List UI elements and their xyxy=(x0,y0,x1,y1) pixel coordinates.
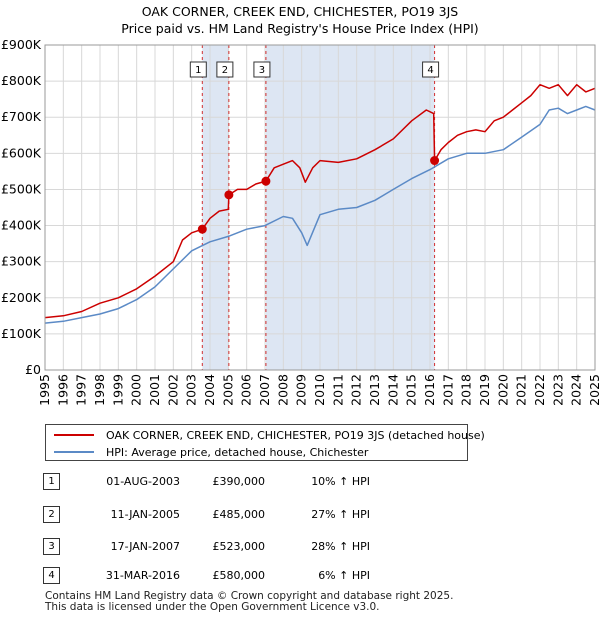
y-tick-label: £500K xyxy=(1,181,42,196)
x-tick-label: 2005 xyxy=(220,374,235,406)
chart-legend: OAK CORNER, CREEK END, CHICHESTER, PO19 … xyxy=(45,424,485,461)
sale-marker-label: 2 xyxy=(222,65,228,76)
x-tick-label: 1998 xyxy=(92,374,107,406)
legend-item-property: OAK CORNER, CREEK END, CHICHESTER, PO19 … xyxy=(54,427,485,443)
sale-marker-box xyxy=(253,61,271,78)
sale-marker-box xyxy=(189,61,207,78)
sale-marker-box xyxy=(422,61,440,78)
x-tick-label: 2017 xyxy=(440,374,455,406)
sale-number-badge: 4 xyxy=(43,567,60,584)
sale-number-badge: 3 xyxy=(43,538,60,555)
x-tick-label: 2011 xyxy=(330,374,345,406)
legend-label-hpi: HPI: Average price, detached house, Chic… xyxy=(106,445,369,459)
plot-frame xyxy=(44,44,596,371)
y-tick-label: £200K xyxy=(1,290,42,305)
x-tick-label: 2025 xyxy=(587,374,600,406)
sale-hpi-change: 6% ↑ HPI xyxy=(318,569,370,582)
x-tick-label: 1995 xyxy=(37,374,52,406)
x-tick-label: 2024 xyxy=(569,374,584,406)
shaded-period xyxy=(202,45,229,370)
x-tick-label: 2013 xyxy=(367,374,382,406)
x-tick-label: 2007 xyxy=(257,374,272,406)
x-tick-label: 2016 xyxy=(422,374,437,406)
sale-date: 31-MAR-2016 xyxy=(105,569,180,582)
x-tick-label: 2014 xyxy=(385,374,400,406)
x-tick-label: 2015 xyxy=(404,374,419,406)
price-chart: 1 2 3 4 £0 £100K £200K £300K £400K £500K £600K £70… xyxy=(1,37,600,406)
y-tick-label: £400K xyxy=(1,218,42,233)
x-tick-label: 2003 xyxy=(184,374,199,406)
footer-line-2: This data is licensed under the Open Gov… xyxy=(45,601,380,613)
x-tick-label: 2021 xyxy=(514,374,529,406)
sale-marker-label: 3 xyxy=(259,65,265,76)
x-tick-label: 2001 xyxy=(147,374,162,406)
x-tick-label: 2000 xyxy=(129,374,144,406)
x-tick-label: 2012 xyxy=(349,374,364,406)
x-tick-label: 2006 xyxy=(239,374,254,406)
sale-hpi-change: 28% ↑ HPI xyxy=(311,540,370,553)
sale-point xyxy=(430,156,440,166)
sale-price: £485,000 xyxy=(212,508,266,521)
footer-line-1: Contains HM Land Registry data © Crown c… xyxy=(45,590,454,602)
sale-hpi-change: 27% ↑ HPI xyxy=(311,508,370,521)
x-tick-label: 1997 xyxy=(74,374,89,406)
sale-marker-label: 1 xyxy=(195,65,201,76)
y-tick-label: £800K xyxy=(1,73,42,88)
y-tick-label: £300K xyxy=(1,254,42,269)
legend-item-hpi: HPI: Average price, detached house, Chic… xyxy=(54,444,368,460)
x-tick-label: 2020 xyxy=(495,374,510,406)
x-tick-label: 2022 xyxy=(532,374,547,406)
sale-marker-box xyxy=(216,61,234,78)
y-tick-label: £100K xyxy=(1,326,42,341)
sale-point xyxy=(224,190,234,200)
sale-date: 01-AUG-2003 xyxy=(106,475,180,488)
legend-swatch-property xyxy=(54,434,94,436)
y-tick-label: £0 xyxy=(25,362,41,377)
chart-title: OAK CORNER, CREEK END, CHICHESTER, PO19 … xyxy=(0,3,600,37)
table-row: 1 01-AUG-2003 £390,000 10% ↑ HPI xyxy=(0,472,600,492)
sale-date: 11-JAN-2005 xyxy=(110,508,180,521)
sale-point xyxy=(261,176,271,186)
y-tick-label: £900K xyxy=(1,37,42,52)
x-tick-label: 2004 xyxy=(202,374,217,406)
footer-attribution: Contains HM Land Registry data © Crown c… xyxy=(45,591,453,613)
sale-marker-label: 4 xyxy=(427,65,433,76)
x-tick-label: 1996 xyxy=(55,374,70,406)
y-tick-label: £600K xyxy=(1,145,42,160)
sale-number-badge: 1 xyxy=(43,473,60,490)
x-tick-label: 2023 xyxy=(550,374,565,406)
sale-price: £523,000 xyxy=(212,540,266,553)
sale-price: £390,000 xyxy=(212,475,266,488)
x-tick-label: 2002 xyxy=(165,374,180,406)
sale-date: 17-JAN-2007 xyxy=(110,540,180,553)
title-line-1: OAK CORNER, CREEK END, CHICHESTER, PO19 … xyxy=(141,4,459,19)
title-line-2: Price paid vs. HM Land Registry's House … xyxy=(121,21,479,36)
legend-swatch-hpi xyxy=(54,451,94,453)
x-tick-label: 2008 xyxy=(275,374,290,406)
x-tick-label: 2019 xyxy=(477,374,492,406)
property-price-line xyxy=(44,83,596,319)
sale-price: £580,000 xyxy=(212,569,266,582)
table-row: 3 17-JAN-2007 £523,000 28% ↑ HPI xyxy=(0,537,600,557)
sale-point xyxy=(197,224,207,234)
legend-label-property: OAK CORNER, CREEK END, CHICHESTER, PO19 … xyxy=(106,428,485,442)
hpi-line xyxy=(44,105,596,324)
x-tick-label: 1999 xyxy=(110,374,125,406)
x-tick-label: 2010 xyxy=(312,374,327,406)
table-row: 2 11-JAN-2005 £485,000 27% ↑ HPI xyxy=(0,505,600,525)
sale-hpi-change: 10% ↑ HPI xyxy=(311,475,370,488)
y-tick-label: £700K xyxy=(1,109,42,124)
sale-number-badge: 2 xyxy=(43,506,60,523)
table-row: 4 31-MAR-2016 £580,000 6% ↑ HPI xyxy=(0,566,600,586)
x-tick-label: 2018 xyxy=(459,374,474,406)
x-tick-label: 2009 xyxy=(294,374,309,406)
